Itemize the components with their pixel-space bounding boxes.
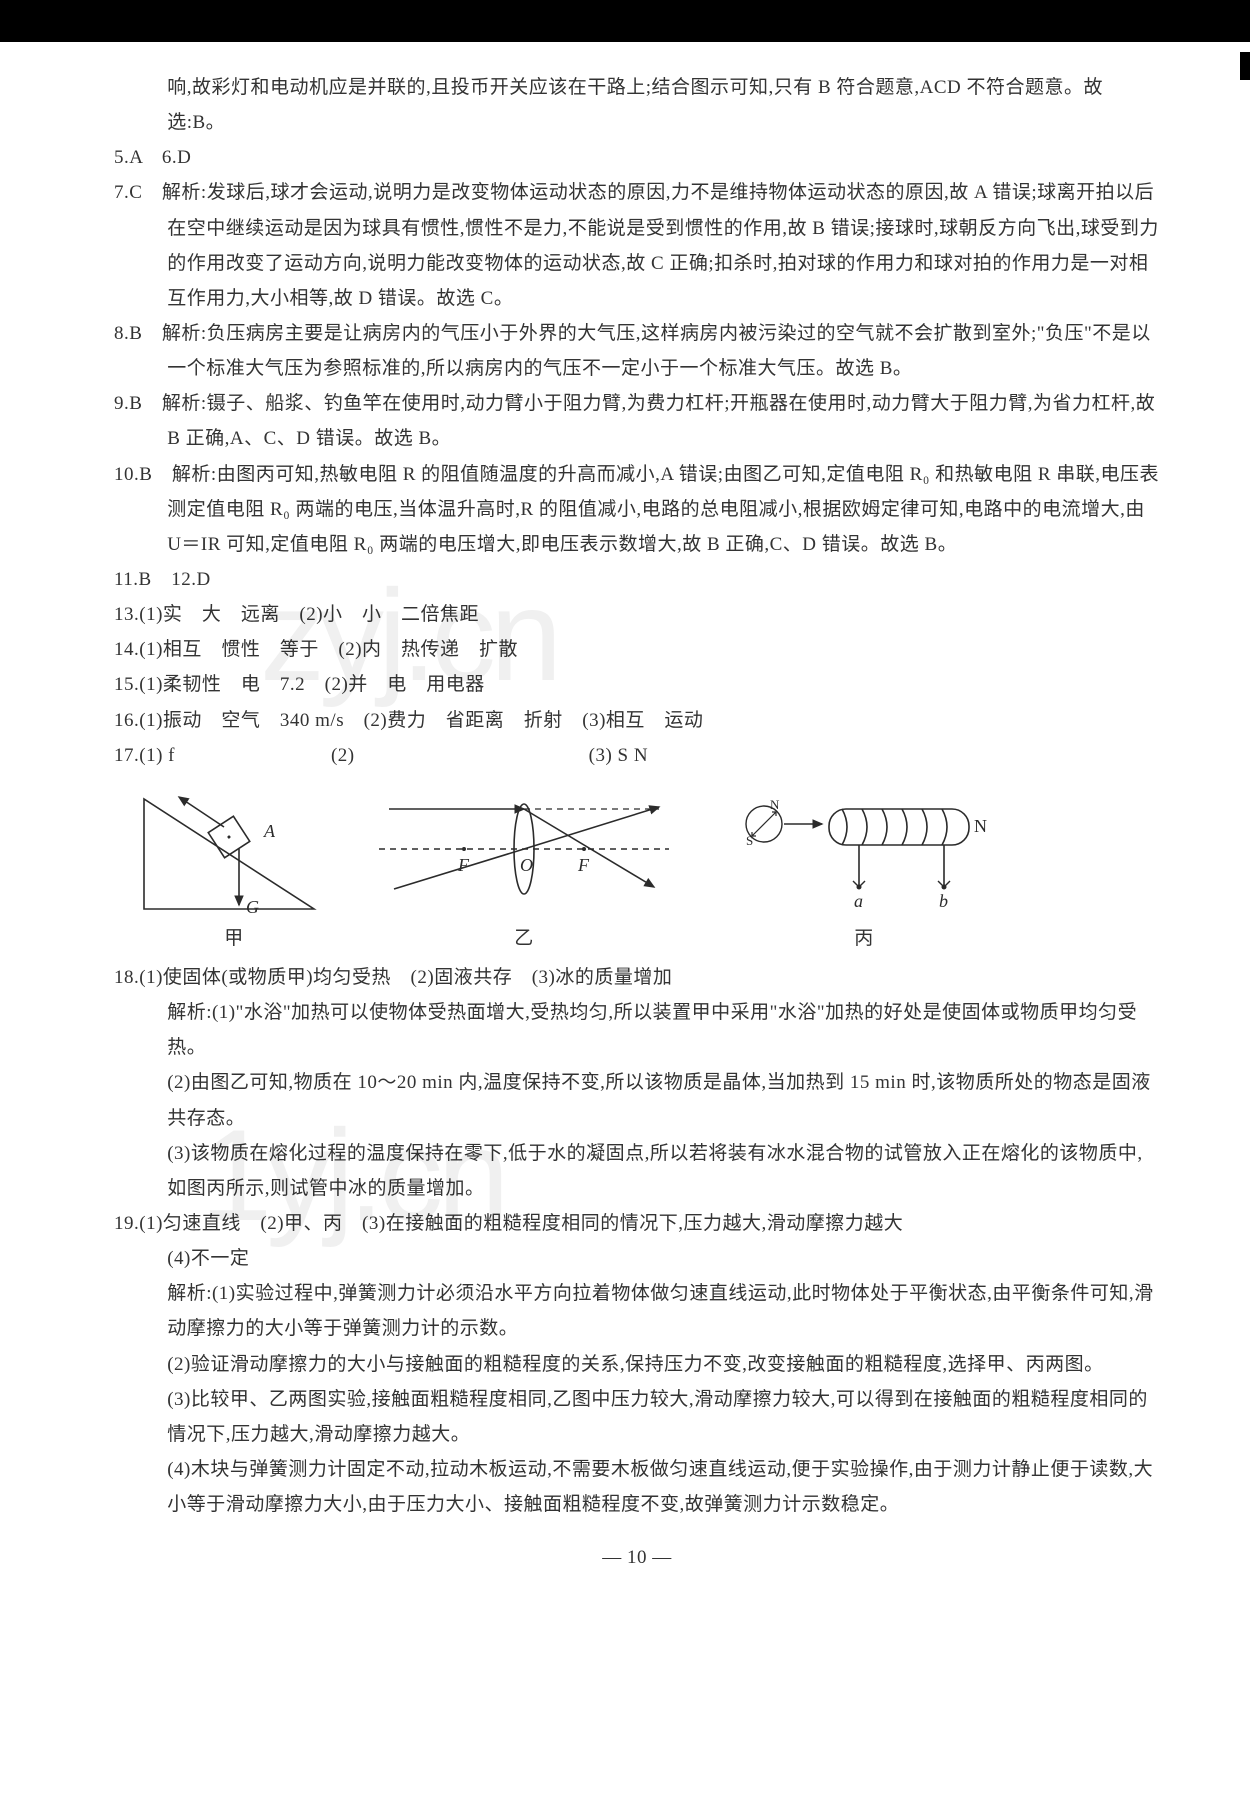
svg-text:A: A xyxy=(263,821,276,841)
diagram-jia: A G 甲 xyxy=(134,779,334,956)
item-19-ex3: (3)比较甲、乙两图实验,接触面粗糙程度相同,乙图中压力较大,滑动摩擦力较大,可… xyxy=(114,1382,1160,1452)
top-black-bar xyxy=(0,0,1250,42)
item-19-ex4: (4)木块与弹簧测力计固定不动,拉动木板运动,不需要木板做匀速直线运动,便于实验… xyxy=(114,1452,1160,1522)
item-18-ex3: (3)该物质在熔化过程的温度保持在零下,低于水的凝固点,所以若将装有冰水混合物的… xyxy=(114,1136,1160,1206)
item-9: 9.B 解析:镊子、船浆、钓鱼竿在使用时,动力臂小于阻力臂,为费力杠杆;开瓶器在… xyxy=(114,386,1160,456)
caption-jia: 甲 xyxy=(224,921,244,956)
item-7: 7.C 解析:发球后,球才会运动,说明力是改变物体运动状态的原因,力不是维持物体… xyxy=(114,175,1160,316)
item-18: 18.(1)使固体(或物质甲)均匀受热 (2)固液共存 (3)冰的质量增加 xyxy=(114,960,1160,995)
inclined-plane-svg: A G xyxy=(134,779,334,919)
svg-text:N: N xyxy=(974,816,988,836)
svg-text:b: b xyxy=(939,891,949,911)
ans-11-12: 11.B 12.D xyxy=(114,562,1160,597)
right-black-tab xyxy=(1240,52,1250,80)
svg-text:S: S xyxy=(746,833,754,848)
item-19-ex2: (2)验证滑动摩擦力的大小与接触面的粗糙程度的关系,保持压力不变,改变接触面的粗… xyxy=(114,1347,1160,1382)
svg-text:N: N xyxy=(770,797,780,812)
diagram-row: A G 甲 F F O xyxy=(114,779,1160,956)
page-number: — 10 — xyxy=(114,1540,1160,1575)
item-19-ex1: 解析:(1)实验过程中,弹簧测力计必须沿水平方向拉着物体做匀速直线运动,此时物体… xyxy=(114,1276,1160,1346)
item-10: 10.B 解析:由图丙可知,热敏电阻 R 的阻值随温度的升高而减小,A 错误;由… xyxy=(114,457,1160,562)
diagram-bing: N S N a xyxy=(734,779,994,956)
item-18-ex1: 解析:(1)"水浴"加热可以使物体受热面增大,受热均匀,所以装置甲中采用"水浴"… xyxy=(114,995,1160,1065)
item-8: 8.B 解析:负压病房主要是让病房内的气压小于外界的大气压,这样病房内被污染过的… xyxy=(114,316,1160,386)
item-19: 19.(1)匀速直线 (2)甲、丙 (3)在接触面的粗糙程度相同的情况下,压力越… xyxy=(114,1206,1160,1241)
svg-text:F: F xyxy=(577,855,590,875)
svg-text:O: O xyxy=(520,855,534,875)
item-14: 14.(1)相互 惯性 等于 (2)内 热传递 扩散 xyxy=(114,632,1160,667)
solenoid-svg: N S N a xyxy=(734,779,994,919)
caption-yi: 乙 xyxy=(514,921,534,956)
item-16: 16.(1)振动 空气 340 m/s (2)费力 省距离 折射 (3)相互 运… xyxy=(114,703,1160,738)
caption-bing: 丙 xyxy=(854,921,874,956)
page-content: 响,故彩灯和电动机应是并联的,且投币开关应该在干路上;结合图示可知,只有 B 符… xyxy=(0,42,1250,1595)
item-15: 15.(1)柔韧性 电 7.2 (2)并 电 用电器 xyxy=(114,667,1160,702)
diagram-yi: F F O 乙 xyxy=(374,779,674,956)
item-19-4: (4)不一定 xyxy=(114,1241,1160,1276)
item-13: 13.(1)实 大 远离 (2)小 小 二倍焦距 xyxy=(114,597,1160,632)
item-18-ex2: (2)由图乙可知,物质在 10～20 min 内,温度保持不变,所以该物质是晶体… xyxy=(114,1065,1160,1135)
svg-text:F: F xyxy=(457,855,470,875)
svg-text:a: a xyxy=(854,891,864,911)
para-cont: 响,故彩灯和电动机应是并联的,且投币开关应该在干路上;结合图示可知,只有 B 符… xyxy=(114,70,1160,140)
ans-5-6: 5.A 6.D xyxy=(114,140,1160,175)
svg-text:G: G xyxy=(246,897,260,917)
item-17-header: 17.(1) f (2) (3) S N xyxy=(114,738,1160,773)
lens-svg: F F O xyxy=(374,779,674,919)
